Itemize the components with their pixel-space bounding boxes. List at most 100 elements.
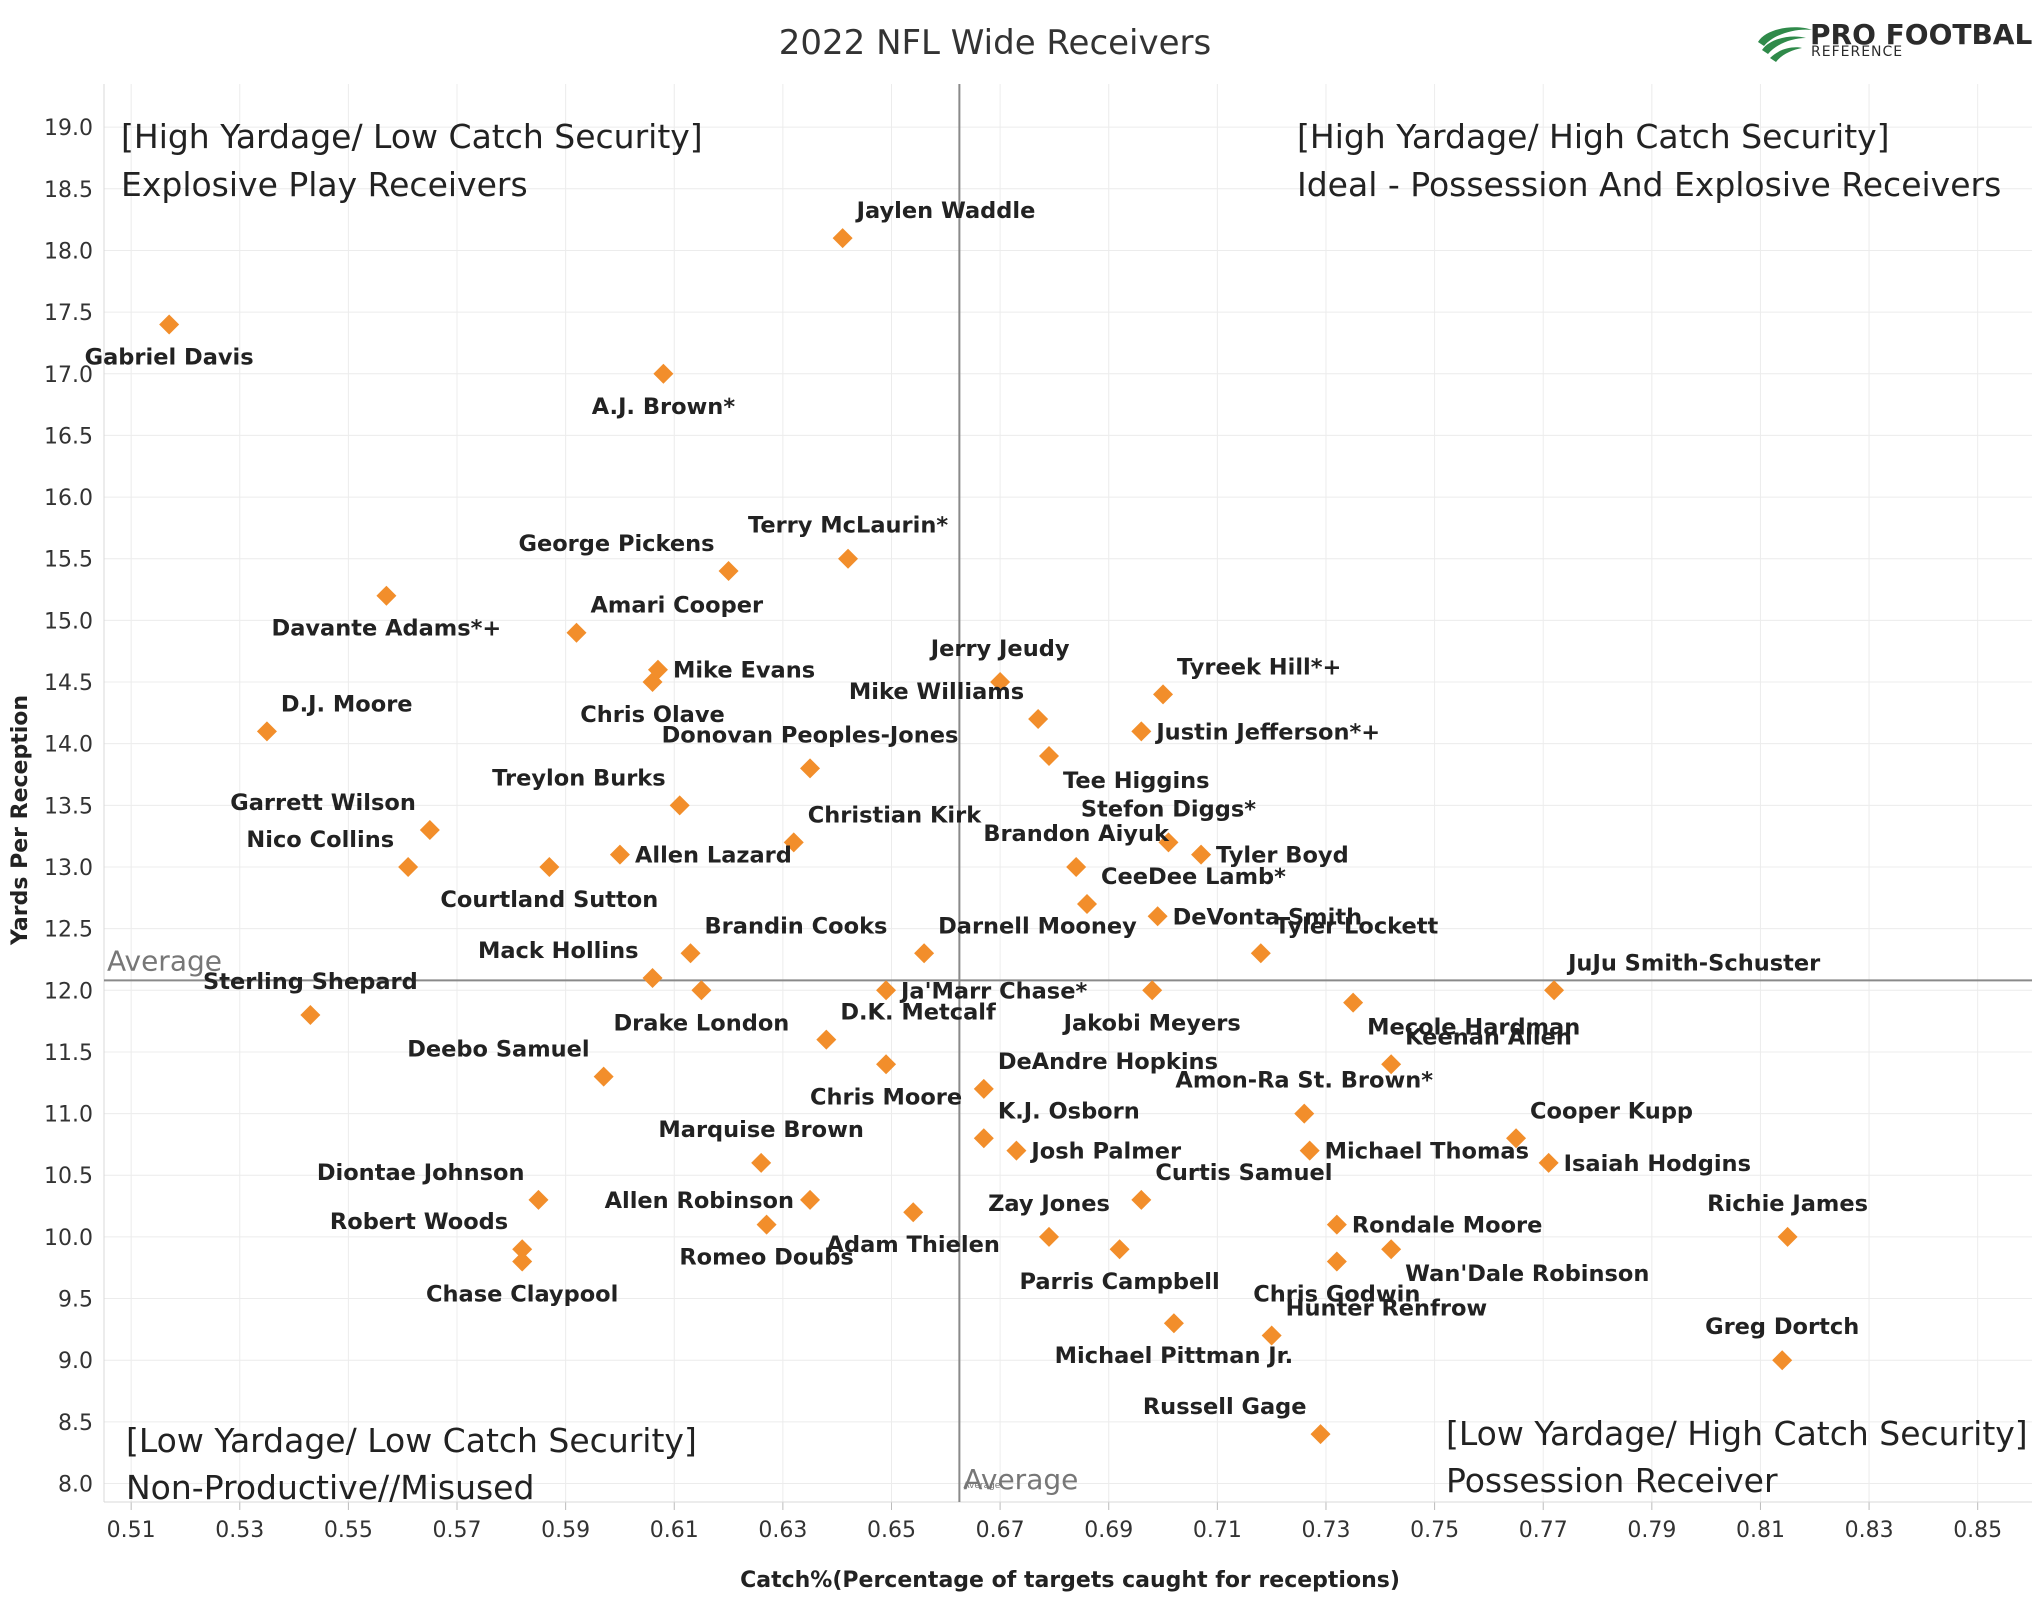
data-point [1109,1239,1130,1260]
data-point [914,943,935,964]
point-label: Donovan Peoples-Jones [662,722,959,748]
point-label: Amari Cooper [590,593,763,619]
data-point [800,758,821,779]
data-point [718,561,739,582]
data-point [990,672,1011,693]
data-point [680,943,701,964]
y-tick-label: 19.0 [44,116,93,141]
data-point [800,1189,821,1210]
y-tick-label: 10.5 [44,1164,93,1189]
quadrant-bottom-left-heading: [Low Yardage/ Low Catch Security] [126,1421,697,1460]
average-vertical-label: Average [963,1463,1078,1496]
y-tick-label: 9.0 [58,1349,93,1374]
data-point [1163,1313,1184,1334]
y-tick-label: 14.5 [44,671,93,696]
point-label: Hunter Renfrow [1286,1296,1488,1322]
point-label: Josh Palmer [1029,1139,1182,1165]
point-label: Michael Pittman Jr. [1055,1343,1293,1369]
data-point [512,1251,533,1272]
data-point [609,844,630,865]
data-point [1038,1226,1059,1247]
x-tick-label: 0.73 [1301,1518,1350,1543]
point-label: Romeo Doubs [679,1245,853,1271]
point-label: CeeDee Lamb* [1101,864,1286,890]
point-label: George Pickens [519,531,715,557]
point-label: K.J. Osborn [998,1098,1140,1124]
point-label: Brandon Aiyuk [983,821,1170,847]
data-point [539,856,560,877]
data-point [1028,709,1049,730]
x-tick-label: 0.63 [758,1518,807,1543]
point-label: Russell Gage [1143,1394,1307,1420]
data-point [691,980,712,1001]
quadrant-bottom-right-subtitle: Possession Receiver [1446,1461,1778,1500]
data-point [398,856,419,877]
point-label: Drake London [614,1010,790,1036]
point-label: Greg Dortch [1705,1314,1859,1340]
data-point [1066,856,1087,877]
point-label: D.K. Metcalf [840,1000,996,1026]
data-point [1310,1424,1331,1445]
point-label: D.J. Moore [281,691,413,717]
data-point [1326,1214,1347,1235]
point-label: Adam Thielen [827,1232,1000,1258]
data-point [419,819,440,840]
point-label: Darnell Mooney [938,913,1137,939]
data-point [528,1189,549,1210]
x-tick-label: 0.81 [1736,1518,1785,1543]
y-axis-title: Yards Per Reception [8,695,33,946]
data-point [376,585,397,606]
x-tick-label: 0.61 [650,1518,699,1543]
y-tick-label: 8.0 [58,1473,93,1498]
data-point [1038,746,1059,767]
data-point [903,1202,924,1223]
point-label: Allen Robinson [605,1188,794,1214]
data-point [256,721,277,742]
x-axis-title: Catch%(Percentage of targets caught for … [740,1568,1400,1593]
average-vertical-small-label: Average [963,1481,1000,1491]
data-point [1772,1350,1793,1371]
average-horizontal-label: Average [107,944,222,977]
x-tick-label: 0.55 [324,1518,373,1543]
logo-main-text: PRO FOOTBALL [1810,18,2032,51]
point-label: Chris Olave [580,702,725,728]
data-point [1381,1239,1402,1260]
point-label: Chris Moore [810,1084,962,1110]
point-label: Sterling Shepard [203,969,418,995]
y-tick-label: 16.0 [44,486,93,511]
point-label: Tee Higgins [1063,768,1210,794]
x-tick-label: 0.77 [1519,1518,1568,1543]
x-tick-label: 0.85 [1953,1518,2002,1543]
quadrant-top-right-subtitle: Ideal - Possession And Explosive Receive… [1297,165,2001,204]
point-label: Wan'Dale Robinson [1405,1261,1649,1287]
y-tick-label: 12.0 [44,979,93,1004]
data-point [751,1152,772,1173]
y-tick-label: 9.5 [58,1288,93,1313]
data-point [756,1214,777,1235]
y-tick-label: 12.5 [44,918,93,943]
x-tick-label: 0.51 [107,1518,156,1543]
point-label: Christian Kirk [808,802,982,828]
quadrant-top-left-heading: [High Yardage/ Low Catch Security] [121,117,703,156]
y-tick-label: 14.0 [44,733,93,758]
point-label: DeVonta Smith [1173,904,1363,930]
point-label: Richie James [1707,1191,1868,1217]
y-tick-label: 18.0 [44,239,93,264]
point-label: Jerry Jeudy [929,636,1070,662]
data-point [1006,1140,1027,1161]
x-tick-label: 0.69 [1084,1518,1133,1543]
y-tick-label: 17.5 [44,301,93,326]
data-point [1131,1189,1152,1210]
point-label: Davante Adams*+ [272,616,502,642]
quadrant-top-right-heading: [High Yardage/ High Catch Security] [1297,117,1890,156]
data-point [1153,684,1174,705]
point-label: Marquise Brown [658,1117,864,1143]
y-tick-label: 13.0 [44,856,93,881]
point-label: Tyreek Hill*+ [1177,654,1341,680]
y-tick-label: 10.0 [44,1226,93,1251]
data-point [1777,1226,1798,1247]
data-point [669,795,690,816]
data-point [876,980,897,1001]
x-tick-label: 0.57 [433,1518,482,1543]
